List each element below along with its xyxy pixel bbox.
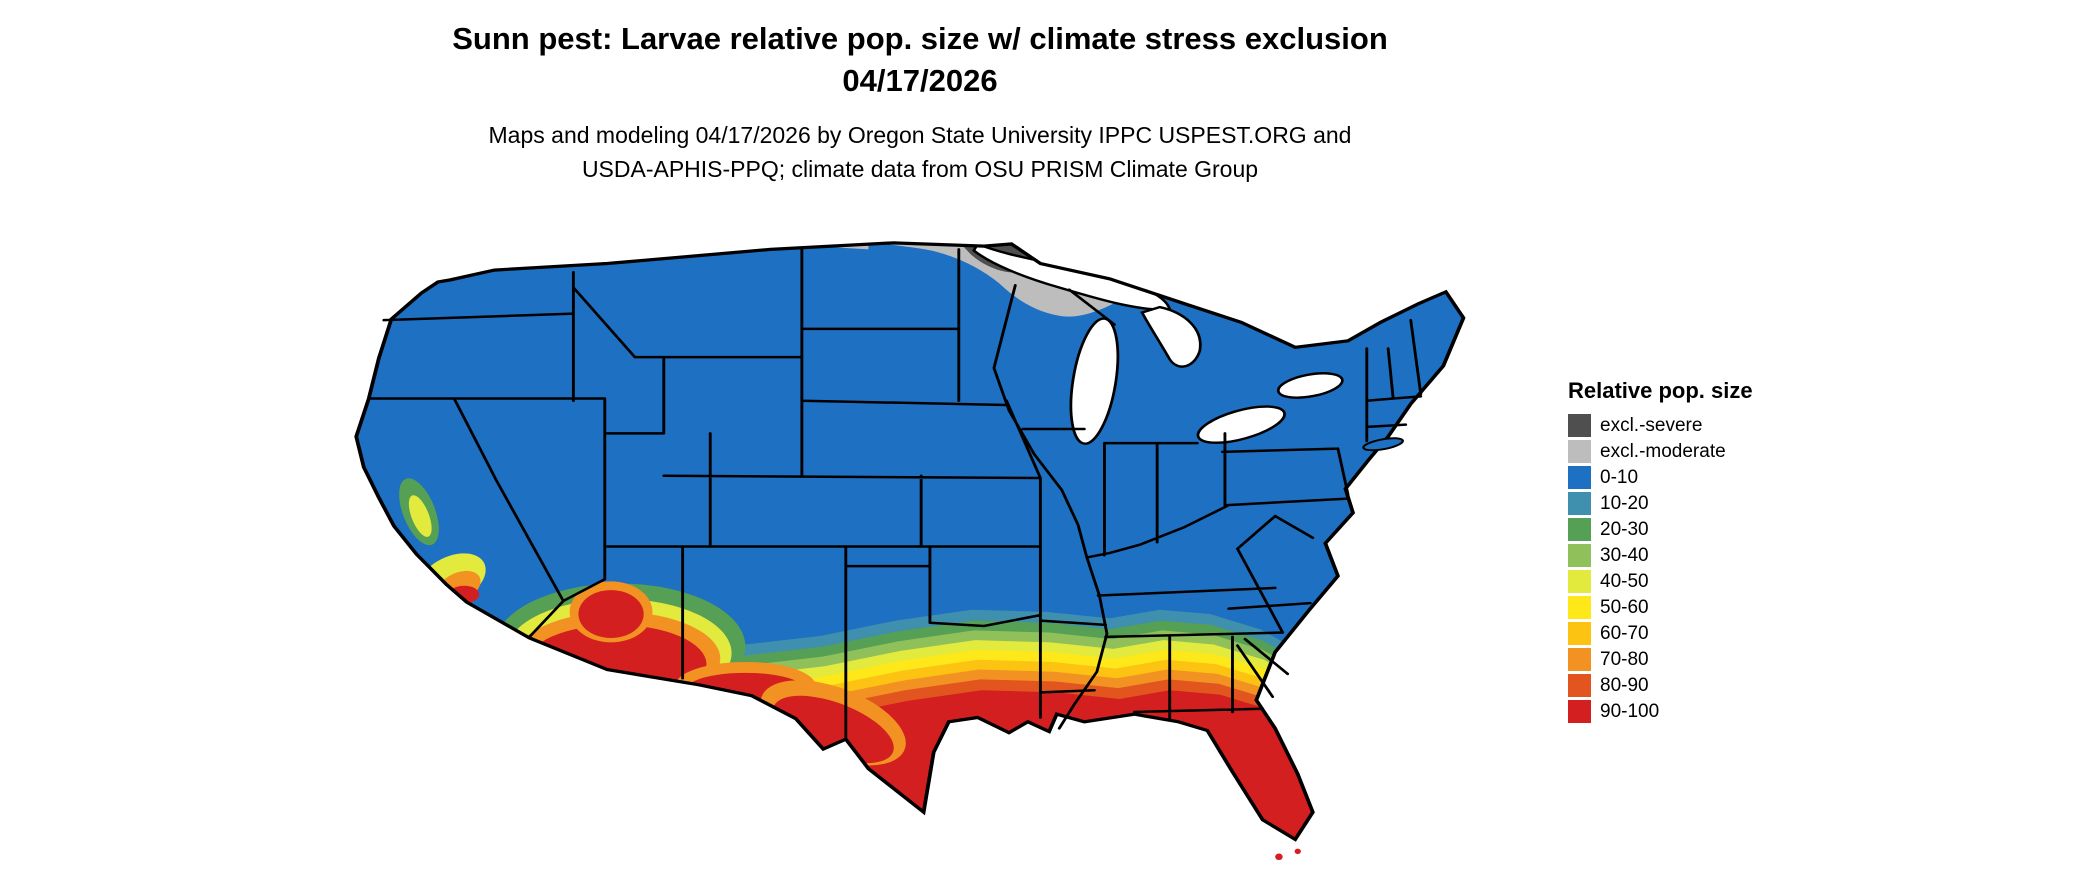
legend-swatch xyxy=(1568,440,1591,463)
legend-swatch xyxy=(1568,700,1591,723)
legend-label: 60-70 xyxy=(1600,623,1649,644)
legend-label: 40-50 xyxy=(1600,571,1649,592)
region-tier-90-100 xyxy=(683,690,1338,840)
credits-line-1: Maps and modeling 04/17/2026 by Oregon S… xyxy=(488,122,1352,148)
us-outline xyxy=(354,241,1466,842)
legend-swatch xyxy=(1568,622,1591,645)
legend-row: 0-10 xyxy=(1568,466,1868,489)
legend-row: 60-70 xyxy=(1568,622,1868,645)
lake-ontario xyxy=(1276,372,1344,399)
legend-swatch xyxy=(1568,648,1591,671)
legend-row: 30-40 xyxy=(1568,544,1868,567)
legend-label: 50-60 xyxy=(1600,597,1649,618)
state-borders xyxy=(367,248,1423,741)
legend-row: 70-80 xyxy=(1568,648,1868,671)
legend-row: 20-30 xyxy=(1568,518,1868,541)
legend-label: 70-80 xyxy=(1600,649,1649,670)
us-population-map xyxy=(306,220,1530,884)
legend-swatch xyxy=(1568,466,1591,489)
legend-row: 10-20 xyxy=(1568,492,1868,515)
long-island xyxy=(1362,437,1404,452)
legend-row: excl.-severe xyxy=(1568,414,1868,437)
legend-title: Relative pop. size xyxy=(1568,378,1753,403)
legend-label: excl.-severe xyxy=(1600,415,1703,436)
legend-label: 30-40 xyxy=(1600,545,1649,566)
map-credits: Maps and modeling 04/17/2026 by Oregon S… xyxy=(0,118,1840,186)
legend-label: 90-100 xyxy=(1600,701,1660,722)
page-title: Sunn pest: Larvae relative pop. size w/ … xyxy=(0,18,1840,102)
lake-erie xyxy=(1196,405,1286,444)
title-line-2: 04/17/2026 xyxy=(842,63,998,98)
legend-row: 80-90 xyxy=(1568,674,1868,697)
legend-row: excl.-moderate xyxy=(1568,440,1868,463)
legend-swatch xyxy=(1568,518,1591,541)
credits-line-2: USDA-APHIS-PPQ; climate data from OSU PR… xyxy=(581,156,1259,182)
region-central-valley-yellow xyxy=(408,495,432,537)
legend-row: 50-60 xyxy=(1568,596,1868,619)
legend-label: excl.-moderate xyxy=(1600,441,1726,462)
legend-swatch xyxy=(1568,544,1591,567)
legend-swatch xyxy=(1568,674,1591,697)
legend-items: excl.-severe excl.-moderate 0-10 10-20 2… xyxy=(1568,414,1868,723)
legend-swatch xyxy=(1568,492,1591,515)
legend-row: 40-50 xyxy=(1568,570,1868,593)
legend-swatch xyxy=(1568,596,1591,619)
lake-michigan xyxy=(1069,317,1120,445)
region-bigbend-red xyxy=(772,695,894,764)
title-line-1: Sunn pest: Larvae relative pop. size w/ … xyxy=(452,21,1388,56)
us-map-svg xyxy=(354,241,1466,861)
legend-label: 20-30 xyxy=(1600,519,1649,540)
legend-swatch xyxy=(1568,570,1591,593)
legend-label: 0-10 xyxy=(1600,467,1639,488)
legend-swatch xyxy=(1568,414,1591,437)
legend-label: 80-90 xyxy=(1600,675,1649,696)
florida-keys-dot-2 xyxy=(1294,848,1301,855)
lake-huron xyxy=(1140,305,1202,368)
legend-label: 10-20 xyxy=(1600,493,1649,514)
region-az-tongue-red xyxy=(578,590,644,638)
legend-row: 90-100 xyxy=(1568,700,1868,723)
florida-keys-dot-1 xyxy=(1275,853,1283,861)
map-legend: Relative pop. size excl.-severe excl.-mo… xyxy=(1568,378,1868,726)
